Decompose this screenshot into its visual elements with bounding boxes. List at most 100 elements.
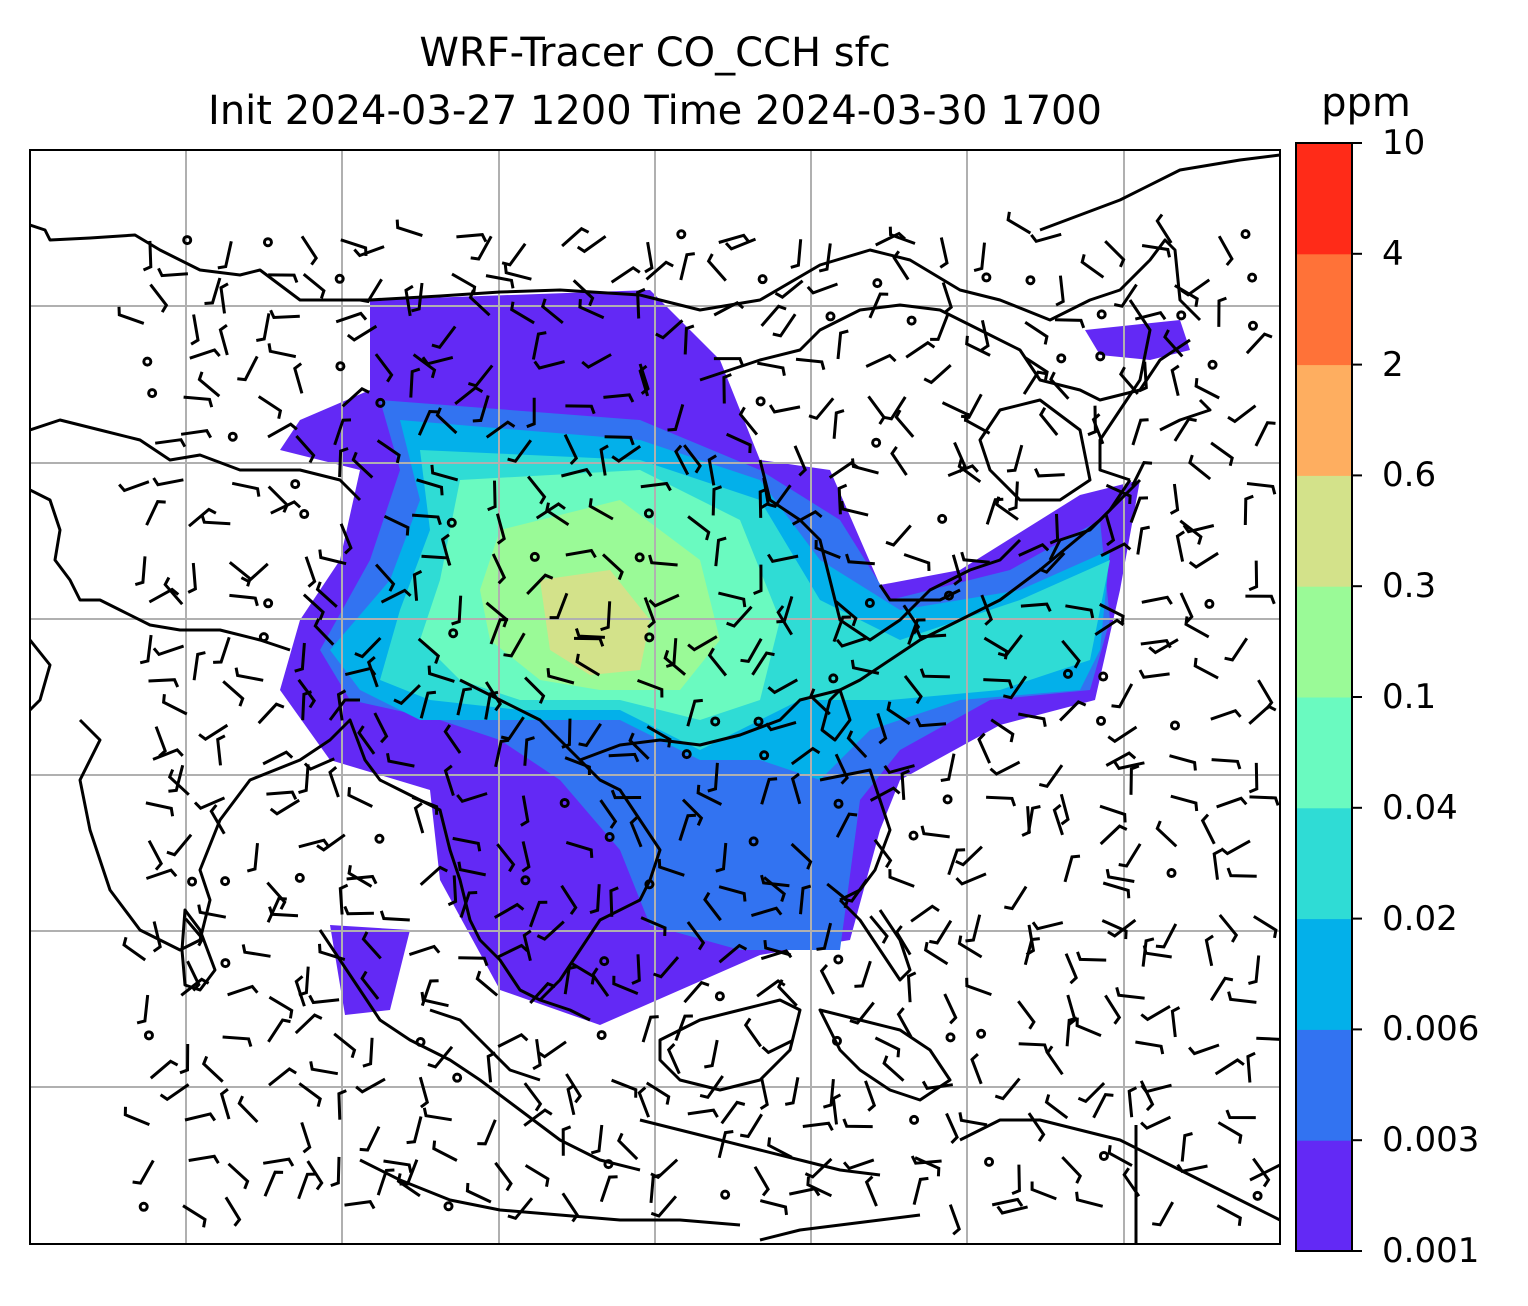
wind-barb xyxy=(219,282,229,314)
wind-barb xyxy=(359,278,383,304)
wind-barb xyxy=(1055,275,1065,307)
calm-wind-marker xyxy=(681,749,692,760)
wind-barb xyxy=(204,277,222,305)
wind-barb xyxy=(359,1125,381,1152)
colorbar-tick-label: 0.04 xyxy=(1382,787,1458,828)
calm-wind-marker xyxy=(825,311,836,322)
wind-barb xyxy=(1188,1043,1220,1056)
wind-barb xyxy=(1094,618,1125,636)
wind-barb xyxy=(266,790,298,800)
calm-wind-marker xyxy=(909,1114,920,1125)
wind-barb xyxy=(118,480,150,493)
wind-barb xyxy=(849,1001,875,1025)
wind-barb xyxy=(1099,603,1125,625)
wind-barb xyxy=(494,738,510,768)
wind-barb xyxy=(188,1154,220,1164)
wind-barb xyxy=(713,357,745,367)
wind-barb xyxy=(1059,700,1087,722)
wind-barb xyxy=(1211,758,1242,770)
wind-barb xyxy=(267,343,297,359)
wind-barb xyxy=(955,845,983,867)
wind-barb xyxy=(991,1197,1024,1207)
wind-barb xyxy=(666,1043,681,1075)
wind-barb xyxy=(149,283,169,313)
wind-barb xyxy=(1249,795,1280,806)
calm-wind-marker xyxy=(634,552,645,563)
wind-barb xyxy=(573,636,605,647)
wind-barb xyxy=(494,1161,513,1192)
wind-barb xyxy=(1031,921,1064,931)
wind-barb xyxy=(417,637,441,665)
wind-barb xyxy=(980,594,993,626)
wind-barb xyxy=(524,1164,550,1187)
wind-barb xyxy=(347,865,373,888)
wind-barb xyxy=(806,1176,833,1198)
wind-barb xyxy=(139,634,153,665)
wind-barb xyxy=(383,1159,413,1174)
wind-barb xyxy=(575,653,601,677)
wind-barb xyxy=(1002,675,1028,700)
wind-barb xyxy=(867,395,886,425)
colorbar-tick-label: 0.02 xyxy=(1382,898,1458,939)
wind-barb xyxy=(337,1089,347,1120)
wind-barb xyxy=(1248,704,1277,725)
wind-barb xyxy=(790,239,803,269)
calm-wind-marker xyxy=(1176,310,1187,321)
wind-barb xyxy=(152,644,185,657)
wind-barb xyxy=(564,756,591,775)
wind-barb xyxy=(739,1113,763,1139)
wind-barb xyxy=(1105,868,1135,883)
concentration-very-high xyxy=(540,570,650,675)
wind-barb xyxy=(379,910,410,922)
wind-barb xyxy=(703,891,722,922)
calm-wind-marker xyxy=(258,632,269,643)
wind-barb xyxy=(497,1032,529,1048)
wind-barb xyxy=(333,1032,357,1059)
calm-wind-marker xyxy=(220,958,231,969)
wind-barb xyxy=(1253,915,1278,939)
wind-barb xyxy=(713,300,745,317)
wind-barb xyxy=(784,1077,800,1106)
wind-barb xyxy=(1138,669,1170,679)
wind-barb xyxy=(297,1172,316,1200)
wind-barb xyxy=(636,287,646,319)
wind-barb xyxy=(726,605,753,628)
colorbar-segment xyxy=(1296,1029,1352,1141)
calm-wind-marker xyxy=(644,632,655,643)
wind-barb xyxy=(440,533,451,565)
wind-barb xyxy=(600,601,612,632)
wind-barb xyxy=(262,750,294,766)
wind-barb xyxy=(1246,482,1277,495)
calm-wind-marker xyxy=(1096,309,1107,320)
calm-wind-marker xyxy=(864,598,875,609)
wind-barb xyxy=(1184,616,1210,639)
wind-barb xyxy=(416,478,444,496)
calm-wind-marker xyxy=(1095,351,1106,362)
wind-barb xyxy=(231,481,261,497)
wind-barb xyxy=(655,319,684,340)
wind-barb xyxy=(929,919,953,945)
wind-barb xyxy=(894,409,915,438)
wind-barb xyxy=(1176,1163,1208,1173)
wind-barb xyxy=(302,593,325,621)
wind-barb xyxy=(885,524,912,547)
wind-barb xyxy=(1059,793,1070,826)
wind-barb xyxy=(218,323,229,356)
wind-barb xyxy=(657,858,685,877)
wind-barb xyxy=(269,309,300,320)
wind-barb xyxy=(443,724,462,754)
wind-barb xyxy=(457,861,487,877)
calm-wind-marker xyxy=(1204,598,1215,609)
wind-barb xyxy=(545,502,570,527)
wind-barb xyxy=(650,1158,679,1180)
wind-barb xyxy=(485,274,515,289)
wind-barb xyxy=(267,1018,291,1043)
wind-barb xyxy=(1243,494,1254,526)
wind-barb xyxy=(628,732,650,760)
wind-barb xyxy=(361,931,382,960)
wind-barb xyxy=(197,904,227,919)
wind-barb xyxy=(831,1093,842,1125)
wind-barb xyxy=(681,798,704,827)
wind-barb xyxy=(717,1130,734,1159)
wind-barb xyxy=(1045,1045,1064,1076)
